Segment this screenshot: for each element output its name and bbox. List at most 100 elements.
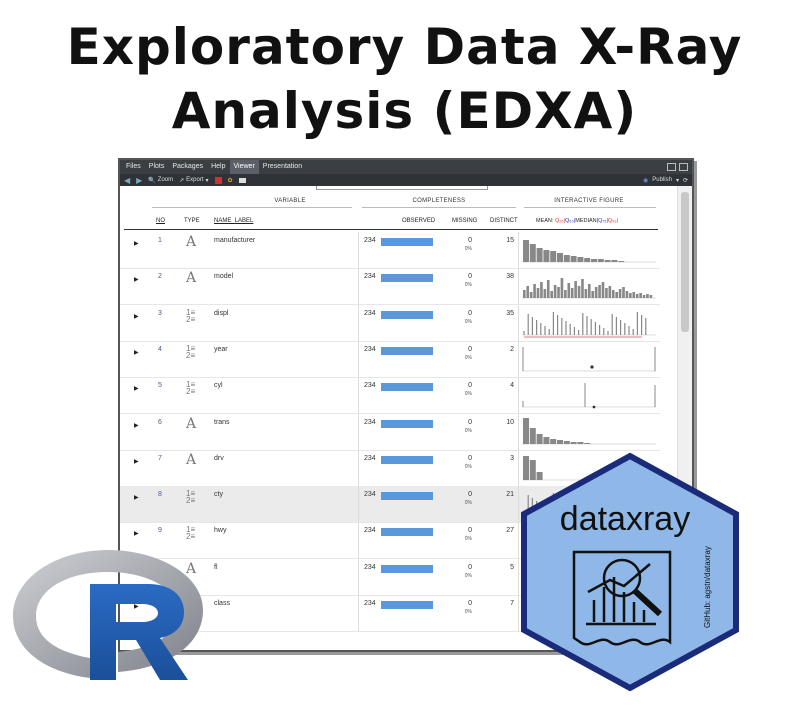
distinct-count: 27 (506, 527, 514, 535)
observed-count: 234 (364, 491, 376, 499)
mini-bar (625, 291, 629, 299)
missing-count: 0 (468, 382, 472, 390)
zoom-label: Zoom (157, 177, 174, 183)
mini-bar (601, 282, 605, 299)
column-divider (358, 377, 359, 414)
col-missing[interactable]: MISSING (452, 218, 478, 224)
tab-files[interactable]: Files (126, 163, 141, 170)
tab-plots[interactable]: Plots (148, 163, 165, 170)
mini-bar (639, 293, 642, 299)
row-number: 1 (158, 237, 162, 244)
tab-viewer[interactable]: Viewer (229, 160, 259, 174)
mini-figure[interactable] (522, 307, 656, 339)
variable-name: model (214, 273, 234, 281)
reload-icon[interactable]: ⟳ (682, 177, 688, 184)
tab-packages[interactable]: Packages (172, 163, 204, 170)
tab-presentation[interactable]: Presentation (262, 163, 303, 170)
missing-count: 0 (468, 273, 472, 281)
mini-figure[interactable] (522, 234, 656, 266)
mini-bar (536, 433, 543, 444)
col-name-label[interactable]: NAME_LABEL (214, 218, 254, 224)
row-number: 5 (158, 382, 162, 390)
table-row[interactable]: ▶ 4 1≡ 2≡ year 234 0 0% 2 (120, 340, 660, 378)
col-type[interactable]: TYPE (184, 218, 200, 224)
search-bar[interactable] (316, 186, 488, 190)
numeric-type-icon: 1≡ 2≡ (186, 380, 196, 397)
distinct-count: 38 (506, 273, 514, 281)
missing-count: 0 (468, 454, 472, 462)
column-divider (358, 232, 359, 268)
missing-percent: 0% (464, 536, 472, 543)
table-row[interactable]: ▶ 5 1≡ 2≡ cyl 234 0 0% 4 (120, 377, 660, 415)
expand-row-icon[interactable]: ▶ (134, 421, 139, 429)
stats-legend: MEAN: Q₂₅|Q₅₀|MEDIAN|Q₇₅|Q₉₉| (536, 218, 618, 224)
mini-bar (523, 455, 529, 480)
mini-bar (584, 289, 588, 299)
row-number: 6 (158, 418, 162, 426)
tab-help[interactable]: Help (211, 163, 226, 170)
observed-count: 234 (364, 273, 376, 281)
forward-arrow-icon[interactable]: ▶ (136, 175, 143, 185)
character-type-icon: A (186, 451, 197, 468)
mini-bar (574, 281, 577, 299)
variable-name: trans (214, 418, 230, 426)
mini-bar (632, 292, 636, 299)
publish-icon: ◉ (643, 177, 649, 184)
brush-icon[interactable]: ✿ (227, 177, 233, 184)
back-arrow-icon[interactable]: ◀ (124, 175, 131, 185)
expand-row-icon[interactable]: ▶ (134, 240, 139, 247)
export-button[interactable]: ↗ Export ▾ (179, 177, 208, 184)
column-divider (518, 486, 519, 523)
expand-row-icon[interactable]: ▶ (134, 457, 139, 465)
col-distinct[interactable]: DISTINCT (490, 218, 518, 224)
title-line-1: Exploratory Data X-Ray (66, 18, 743, 76)
distinct-count: 35 (506, 309, 514, 317)
mini-figure[interactable] (522, 416, 656, 448)
mini-figure[interactable] (522, 270, 656, 302)
mini-bar (611, 290, 615, 299)
mini-bar (615, 292, 618, 299)
minimize-icon[interactable] (667, 163, 676, 171)
mini-bar (560, 278, 564, 299)
mini-bar (584, 442, 591, 444)
missing-percent: 0% (464, 572, 472, 579)
distinct-count: 5 (510, 563, 514, 571)
missing-count: 0 (468, 237, 472, 244)
mean-dot (590, 365, 594, 369)
viewer-toolbar: ◀ ▶ 🔍 Zoom ↗ Export ▾ ✿ ◉ Publish ▾ ⟳ (120, 174, 692, 186)
distinct-count: 10 (506, 418, 514, 426)
mini-bar (543, 289, 547, 299)
mini-figure[interactable] (522, 343, 656, 375)
table-row[interactable]: ▶ 3 1≡ 2≡ displ 234 0 0% 35 (120, 304, 660, 342)
pdf-icon[interactable] (214, 176, 222, 184)
expand-row-icon[interactable]: ▶ (134, 494, 139, 502)
maximize-icon[interactable] (679, 163, 688, 171)
mini-figure[interactable] (522, 379, 656, 411)
expand-row-icon[interactable]: ▶ (134, 385, 139, 393)
mini-bar (550, 438, 557, 444)
publish-button[interactable]: Publish (652, 177, 672, 183)
refresh-icon[interactable] (238, 177, 246, 183)
dataxray-hex-logo: dataxray GitHub: agstn/dataxray (521, 452, 739, 692)
missing-percent: 0% (464, 463, 472, 470)
expand-row-icon[interactable]: ▶ (134, 530, 139, 538)
col-no[interactable]: NO (156, 218, 165, 224)
hex-shape (521, 452, 739, 692)
mini-bar (529, 427, 536, 444)
mini-bar (557, 439, 563, 444)
observed-count: 234 (364, 345, 376, 353)
col-observed[interactable]: OBSERVED (402, 218, 436, 224)
column-divider (358, 595, 359, 631)
zoom-button[interactable]: 🔍 Zoom (148, 177, 173, 184)
expand-row-icon[interactable]: ▶ (134, 603, 139, 610)
missing-count: 0 (468, 491, 472, 499)
column-divider (518, 304, 519, 341)
scroll-thumb[interactable] (681, 192, 689, 332)
observed-count: 234 (364, 454, 376, 462)
expand-row-icon[interactable]: ▶ (134, 276, 139, 284)
expand-row-icon[interactable]: ▶ (134, 348, 139, 356)
expand-row-icon[interactable]: ▶ (134, 312, 139, 320)
